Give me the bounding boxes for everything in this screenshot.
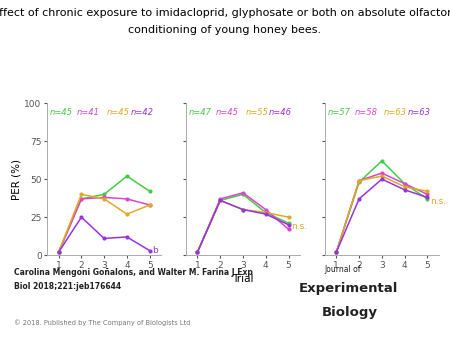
Text: n=55: n=55 (245, 108, 268, 117)
Text: Carolina Mengoni Goñalons, and Walter M. Farina J Exp: Carolina Mengoni Goñalons, and Walter M.… (14, 268, 252, 277)
Text: n=63: n=63 (408, 108, 431, 117)
Text: n=41: n=41 (77, 108, 100, 117)
X-axis label: Trial: Trial (232, 274, 254, 284)
Text: n=45: n=45 (107, 108, 130, 117)
Text: n=58: n=58 (355, 108, 378, 117)
Text: Effect of chronic exposure to imidacloprid, glyphosate or both on absolute olfac: Effect of chronic exposure to imidaclopr… (0, 8, 450, 19)
Y-axis label: PER (%): PER (%) (12, 159, 22, 200)
Text: n=42: n=42 (130, 108, 153, 117)
Text: © 2018. Published by The Company of Biologists Ltd: © 2018. Published by The Company of Biol… (14, 319, 190, 326)
Text: Biol 2018;221:jeb176644: Biol 2018;221:jeb176644 (14, 282, 121, 291)
Text: n=63: n=63 (384, 108, 407, 117)
Text: n.s.: n.s. (291, 222, 307, 231)
Text: n=47: n=47 (189, 108, 211, 117)
Text: b: b (152, 246, 158, 255)
Text: n=45: n=45 (216, 108, 238, 117)
Text: n=45: n=45 (50, 108, 72, 117)
Text: conditioning of young honey bees.: conditioning of young honey bees. (128, 25, 322, 35)
Text: Biology: Biology (322, 306, 378, 319)
Text: Experimental: Experimental (299, 282, 399, 295)
Text: n=57: n=57 (327, 108, 350, 117)
Text: n=46: n=46 (269, 108, 292, 117)
Text: Journal of: Journal of (324, 265, 360, 274)
Text: n.s.: n.s. (430, 197, 446, 207)
